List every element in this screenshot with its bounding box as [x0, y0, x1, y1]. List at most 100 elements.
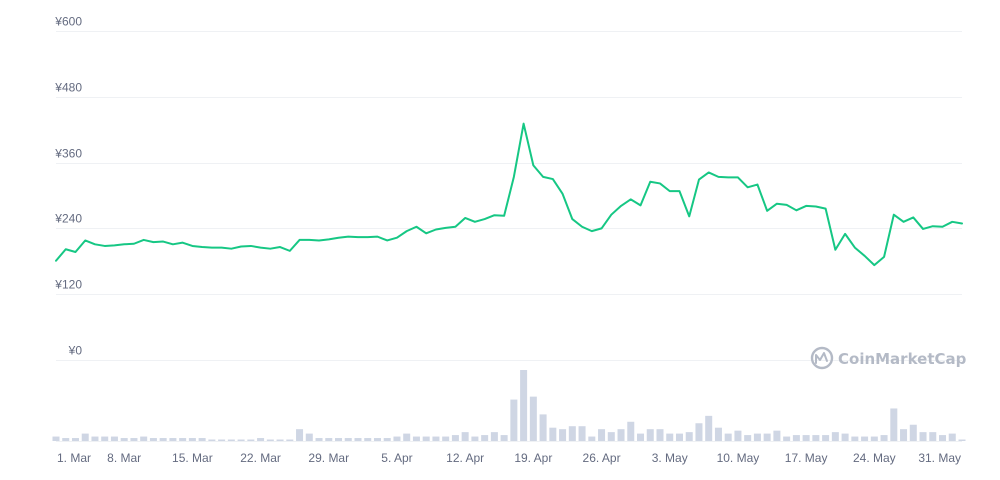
volume-bar	[179, 438, 187, 441]
volume-bar	[529, 396, 537, 442]
volume-bar	[442, 436, 450, 441]
x-tick-label: 8. Mar	[107, 451, 141, 465]
volume-bar	[568, 426, 576, 441]
volume-bar	[939, 435, 947, 441]
x-tick-label: 29. Mar	[308, 451, 349, 465]
volume-bar	[714, 427, 722, 441]
x-axis-ticks: 1. Mar 8. Mar 15. Mar 22. Mar 29. Mar 5. Apr 1…	[57, 451, 961, 465]
price-series	[55, 122, 963, 267]
volume-bar	[354, 438, 362, 441]
y-tick-label: ¥480	[54, 81, 82, 95]
volume-bar	[656, 429, 664, 441]
x-tick-label: 26. Apr	[583, 451, 621, 465]
y-tick-label: ¥360	[54, 147, 82, 161]
x-tick-label: 5. Apr	[381, 451, 412, 465]
volume-bar	[841, 433, 849, 441]
volume-bar	[851, 436, 859, 441]
volume-bar	[422, 436, 430, 441]
volume-bar	[149, 438, 157, 441]
x-tick-label: 22. Mar	[240, 451, 281, 465]
x-tick-label: 19. Apr	[514, 451, 552, 465]
volume-bar	[276, 439, 284, 441]
volume-bar	[247, 439, 255, 441]
volume-bar	[481, 435, 489, 441]
volume-bar	[822, 435, 830, 441]
volume-bar	[296, 429, 304, 441]
volume-bar	[218, 439, 226, 441]
volume-bar	[130, 438, 138, 441]
volume-bar	[734, 430, 742, 441]
volume-bar	[958, 439, 966, 441]
x-tick-label: 10. May	[717, 451, 760, 465]
volume-bar	[500, 435, 508, 441]
volume-bar	[520, 370, 528, 441]
volume-bar	[432, 436, 440, 441]
x-tick-label: 17. May	[785, 451, 828, 465]
volume-bar	[266, 439, 274, 441]
volume-bar	[257, 438, 265, 441]
volume-bar	[188, 438, 196, 441]
volume-bar	[344, 438, 352, 441]
volume-bar	[335, 438, 343, 441]
volume-bar	[315, 438, 323, 441]
volume-bar	[71, 438, 79, 441]
y-tick-label: ¥240	[54, 212, 82, 226]
y-tick-label: ¥600	[54, 15, 82, 29]
volume-bar	[890, 408, 898, 441]
volume-bar	[373, 438, 381, 441]
volume-bar	[510, 399, 518, 441]
volume-bar	[598, 429, 606, 441]
volume-bar	[880, 435, 888, 441]
volume-bar	[91, 436, 99, 441]
price-line	[55, 122, 963, 267]
volume-bar	[403, 433, 411, 441]
y-tick-label: ¥0	[68, 344, 83, 358]
coinmarketcap-watermark: CoinMarketCap	[810, 346, 967, 370]
volume-bar	[559, 429, 567, 441]
grid-lines	[56, 31, 962, 361]
volume-bar	[637, 433, 645, 441]
x-tick-label: 24. May	[853, 451, 896, 465]
volume-bar	[325, 438, 333, 441]
volume-bar	[461, 432, 469, 442]
volume-bar	[110, 436, 118, 441]
volume-bar	[364, 438, 372, 441]
volume-bar	[753, 433, 761, 441]
volume-bar	[802, 435, 810, 441]
y-axis-ticks: ¥0 ¥120 ¥240 ¥360 ¥480 ¥600	[54, 15, 82, 358]
volume-bar	[685, 432, 693, 442]
volume-bar	[62, 438, 70, 441]
volume-bar	[724, 433, 732, 441]
volume-bar	[812, 435, 820, 441]
volume-bar	[870, 436, 878, 441]
x-tick-label: 1. Mar	[57, 451, 91, 465]
volume-bar	[607, 432, 615, 442]
volume-bar	[539, 414, 547, 442]
volume-bar	[81, 433, 89, 441]
volume-bar	[919, 432, 927, 442]
volume-bar	[549, 427, 557, 441]
volume-bar	[286, 439, 294, 441]
x-tick-label: 31. May	[918, 451, 961, 465]
volume-bar	[744, 435, 752, 441]
volume-bar	[948, 433, 956, 441]
volume-bar	[237, 439, 245, 441]
volume-bar	[900, 429, 908, 441]
volume-bar	[617, 429, 625, 441]
volume-bar	[120, 438, 128, 441]
volume-bar	[783, 436, 791, 441]
volume-bar	[451, 435, 459, 441]
volume-bar	[490, 432, 498, 442]
volume-bar	[159, 438, 167, 441]
volume-bar	[140, 436, 148, 441]
volume-bar	[792, 435, 800, 441]
volume-bar	[675, 433, 683, 441]
volume-bar	[169, 438, 177, 441]
volume-bar	[198, 438, 206, 441]
volume-bar	[705, 415, 713, 441]
volume-bar	[578, 426, 586, 441]
volume-bar	[101, 436, 109, 441]
volume-bars	[52, 370, 966, 442]
volume-bar	[471, 436, 479, 441]
volume-bar	[305, 433, 313, 441]
